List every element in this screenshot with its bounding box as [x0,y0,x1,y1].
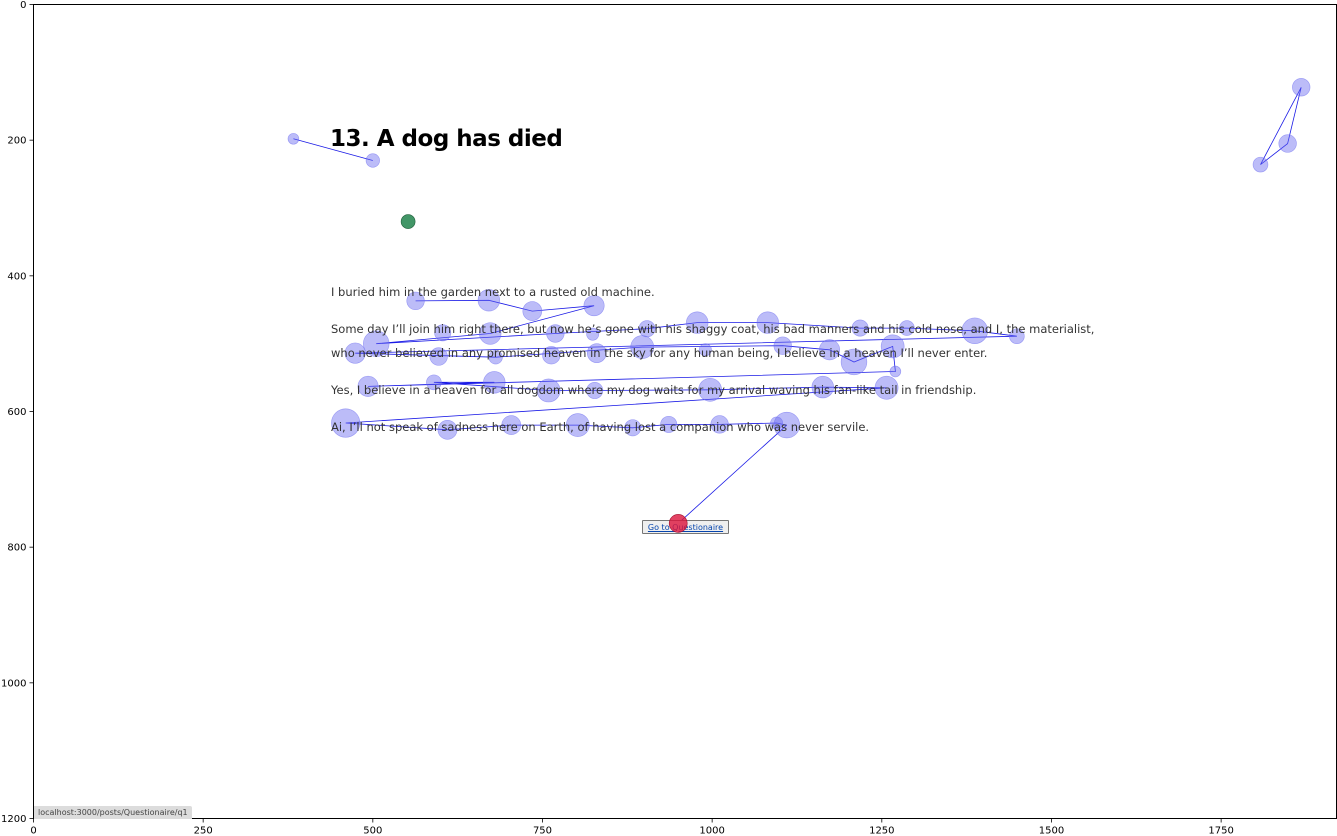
x-tick-label: 0 [30,826,36,836]
page-title: 13. A dog has died [330,126,563,152]
y-tick-label: 200 [7,136,26,147]
scanpath-segment-3 [345,299,1017,431]
x-tick-label: 250 [194,826,213,836]
fixation-point-43 [437,420,458,440]
fixation-point-34 [357,375,379,397]
fixation-point-24 [488,350,503,365]
plot-frame [33,4,1337,819]
fixation-point-7 [477,289,501,312]
x-tick-label: 1500 [1039,826,1064,836]
fixation-point-30 [819,339,841,361]
x-tick-label: 1250 [869,826,894,836]
fixation-point-3 [1292,78,1311,97]
poem-line-4: Yes, I believe in a heaven for all dogdo… [331,383,977,397]
fixation-point-13 [851,319,869,337]
status-bar-url: localhost:3000/posts/Questionaire/q1 [34,806,192,819]
fixation-point-28 [698,343,712,357]
scanpath-segment-1 [293,138,373,161]
y-tick-label: 600 [7,407,26,418]
fixation-point-18 [479,322,502,345]
fixation-point-33 [889,365,902,378]
questionnaire-button[interactable]: Go to Questionaire [642,520,729,534]
fixation-point-44 [501,415,522,435]
scanpath-segment-2 [1260,87,1302,165]
fixation-point-6 [406,291,425,311]
fixation-point-36 [483,371,506,394]
fixation-point-27 [630,335,655,359]
fixation-point-38 [586,382,604,399]
fixation-point-40 [811,375,834,399]
fixation-point-2 [365,153,380,168]
x-tick-label: 750 [533,826,552,836]
fixation-point-23 [429,347,448,366]
fixation-point-50 [773,411,800,439]
fixation-point-16 [1009,328,1025,344]
scanpath-lines [293,87,1302,524]
fixation-point-41 [874,375,899,400]
fixation-point-21 [363,330,390,357]
y-tick-label: 800 [7,543,26,554]
fixation-point-42 [331,408,361,438]
fixation-point-15 [961,317,988,344]
fixation-point-25 [542,346,561,365]
fixation-point-22 [344,342,366,364]
fixation-point-8 [522,301,543,321]
scanpath-segment-end [677,424,788,524]
fixation-point-35 [426,374,442,391]
fixation-point-14 [899,320,915,336]
x-tick-label: 1000 [699,826,724,836]
x-tick-label: 500 [363,826,382,836]
x-tick-label: 1750 [1208,826,1233,836]
fixation-markers [287,78,1311,440]
y-tick-label: 1200 [1,814,26,825]
fixation-point-9 [583,295,605,317]
fixation-point-1 [287,133,300,145]
fixation-point-39 [698,377,722,402]
fixation-point-10 [638,320,656,338]
questionnaire-link[interactable]: Go to Questionaire [647,522,724,532]
fixation-point-29 [773,336,792,355]
fixation-point-46 [624,419,642,437]
poem-line-5: Ai, I’ll not speak of sadness here on Ea… [331,420,870,434]
fixation-point-31 [840,348,868,376]
poem-line-1: I buried him in the garden next to a rus… [331,285,655,299]
fixation-point-4 [1278,134,1297,153]
y-tick-label: 1000 [1,678,26,689]
y-tick-label: 0 [20,0,26,11]
fixation-point-17 [434,324,452,342]
poem-line-2: Some day I’ll join him right there, but … [331,322,1095,336]
fixation-point-19 [546,324,565,343]
fixation-point-45 [565,413,590,437]
fixation-point-11 [686,311,709,334]
fixation-point-32 [880,334,905,359]
y-tick-label: 400 [7,271,26,282]
poem-line-3: who never believed in any promised heave… [331,346,988,360]
axis-ticks: 0 250 500 750 1000 1250 1500 1750 0 200 400 600 800 1… [1,0,1234,836]
fixation-point-26 [586,343,607,363]
fixation-point-37 [536,378,561,403]
fixation-point-12 [756,311,779,334]
fixation-point-20 [586,327,600,341]
fixation-point-48 [710,415,729,434]
fixation-point-47 [660,415,678,433]
fixation-point-5 [1252,156,1269,173]
